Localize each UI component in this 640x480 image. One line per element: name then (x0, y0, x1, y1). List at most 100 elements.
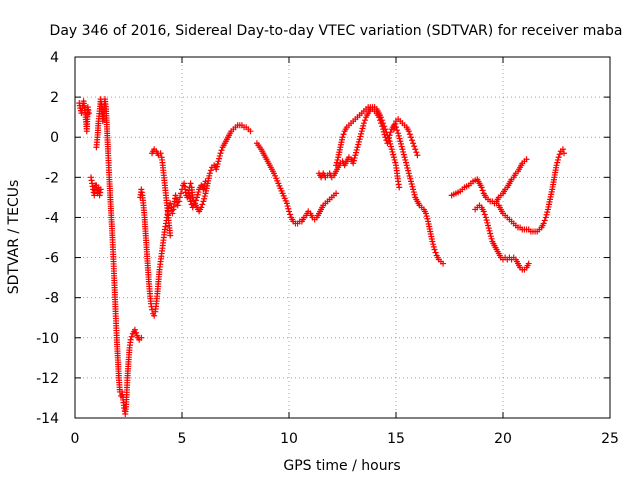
data-point (405, 167, 412, 174)
series-arc13 (448, 156, 530, 207)
data-point (410, 186, 417, 193)
data-point (360, 122, 367, 129)
x-tick-label: 25 (601, 431, 619, 447)
data-point (387, 129, 394, 136)
data-point (247, 128, 254, 135)
data-point (287, 211, 294, 218)
data-point (138, 334, 145, 341)
data-point (201, 183, 208, 190)
series-arc7 (189, 122, 254, 215)
data-point (422, 210, 429, 217)
data-point (402, 159, 409, 166)
data-point (385, 137, 392, 144)
data-point (217, 150, 224, 157)
data-point (411, 143, 418, 150)
data-point (488, 235, 495, 242)
data-point (201, 193, 208, 200)
y-axis-label: SDTVAR / TECUs (6, 180, 22, 295)
data-point (199, 201, 206, 208)
data-point (216, 152, 223, 159)
data-point (149, 306, 156, 313)
data-point (353, 149, 360, 156)
y-tick-label: -10 (36, 331, 59, 347)
data-point (193, 194, 200, 201)
data-point (174, 202, 181, 209)
data-point (376, 117, 383, 124)
data-point (556, 151, 563, 158)
data-point (391, 156, 398, 163)
data-marks (76, 96, 567, 417)
data-point (356, 136, 363, 143)
data-point (432, 249, 439, 256)
data-point (390, 126, 397, 133)
data-point (206, 170, 213, 177)
x-tick-label: 20 (494, 431, 512, 447)
data-point (399, 146, 406, 153)
data-point (523, 156, 530, 163)
data-point (423, 213, 430, 220)
data-point (394, 127, 401, 134)
data-point (440, 260, 447, 267)
data-point (407, 134, 414, 141)
data-point (403, 162, 410, 169)
data-point (132, 329, 139, 336)
y-tick-label: -4 (45, 210, 59, 226)
series-arc4 (93, 182, 104, 199)
data-point (388, 146, 395, 153)
data-point (202, 178, 209, 185)
data-point (430, 241, 437, 248)
data-point (85, 110, 92, 117)
data-point (391, 123, 398, 130)
data-point (382, 134, 389, 141)
data-point (355, 141, 362, 148)
data-point (397, 140, 404, 147)
data-point (478, 184, 485, 191)
data-point (431, 246, 438, 253)
data-point (375, 114, 382, 121)
data-point (400, 151, 407, 158)
data-point (198, 204, 205, 211)
data-point (200, 186, 207, 193)
data-point (379, 123, 386, 130)
data-point (395, 130, 402, 137)
data-point (333, 190, 340, 197)
data-point (487, 233, 494, 240)
data-point (333, 159, 340, 166)
data-point (553, 162, 560, 169)
data-point (407, 178, 414, 185)
data-point (131, 326, 138, 333)
data-point (201, 181, 208, 188)
data-point (353, 146, 360, 153)
y-tick-label: -2 (45, 170, 59, 186)
data-point (128, 333, 135, 340)
data-point (355, 138, 362, 145)
data-point (187, 180, 194, 187)
data-point (97, 186, 104, 193)
data-point (401, 154, 408, 161)
data-point (200, 198, 207, 205)
data-point (540, 220, 547, 227)
data-point (186, 195, 193, 202)
data-point (390, 151, 397, 158)
data-point (485, 222, 492, 229)
data-point (339, 134, 346, 141)
data-point (409, 137, 416, 144)
series-arc15 (493, 146, 567, 235)
data-point (195, 189, 202, 196)
data-point (405, 128, 412, 135)
data-point (555, 154, 562, 161)
y-tick-label: -6 (45, 251, 59, 267)
data-point (286, 208, 292, 215)
series-arc11 (333, 104, 447, 267)
data-point (392, 159, 399, 166)
data-point (486, 227, 493, 234)
data-point (485, 225, 492, 232)
data-point (378, 120, 385, 127)
data-point (479, 187, 486, 194)
data-point (177, 190, 184, 197)
data-point (351, 154, 358, 161)
data-point (192, 197, 199, 204)
y-tick-label: 4 (50, 50, 59, 66)
data-point (176, 194, 183, 201)
